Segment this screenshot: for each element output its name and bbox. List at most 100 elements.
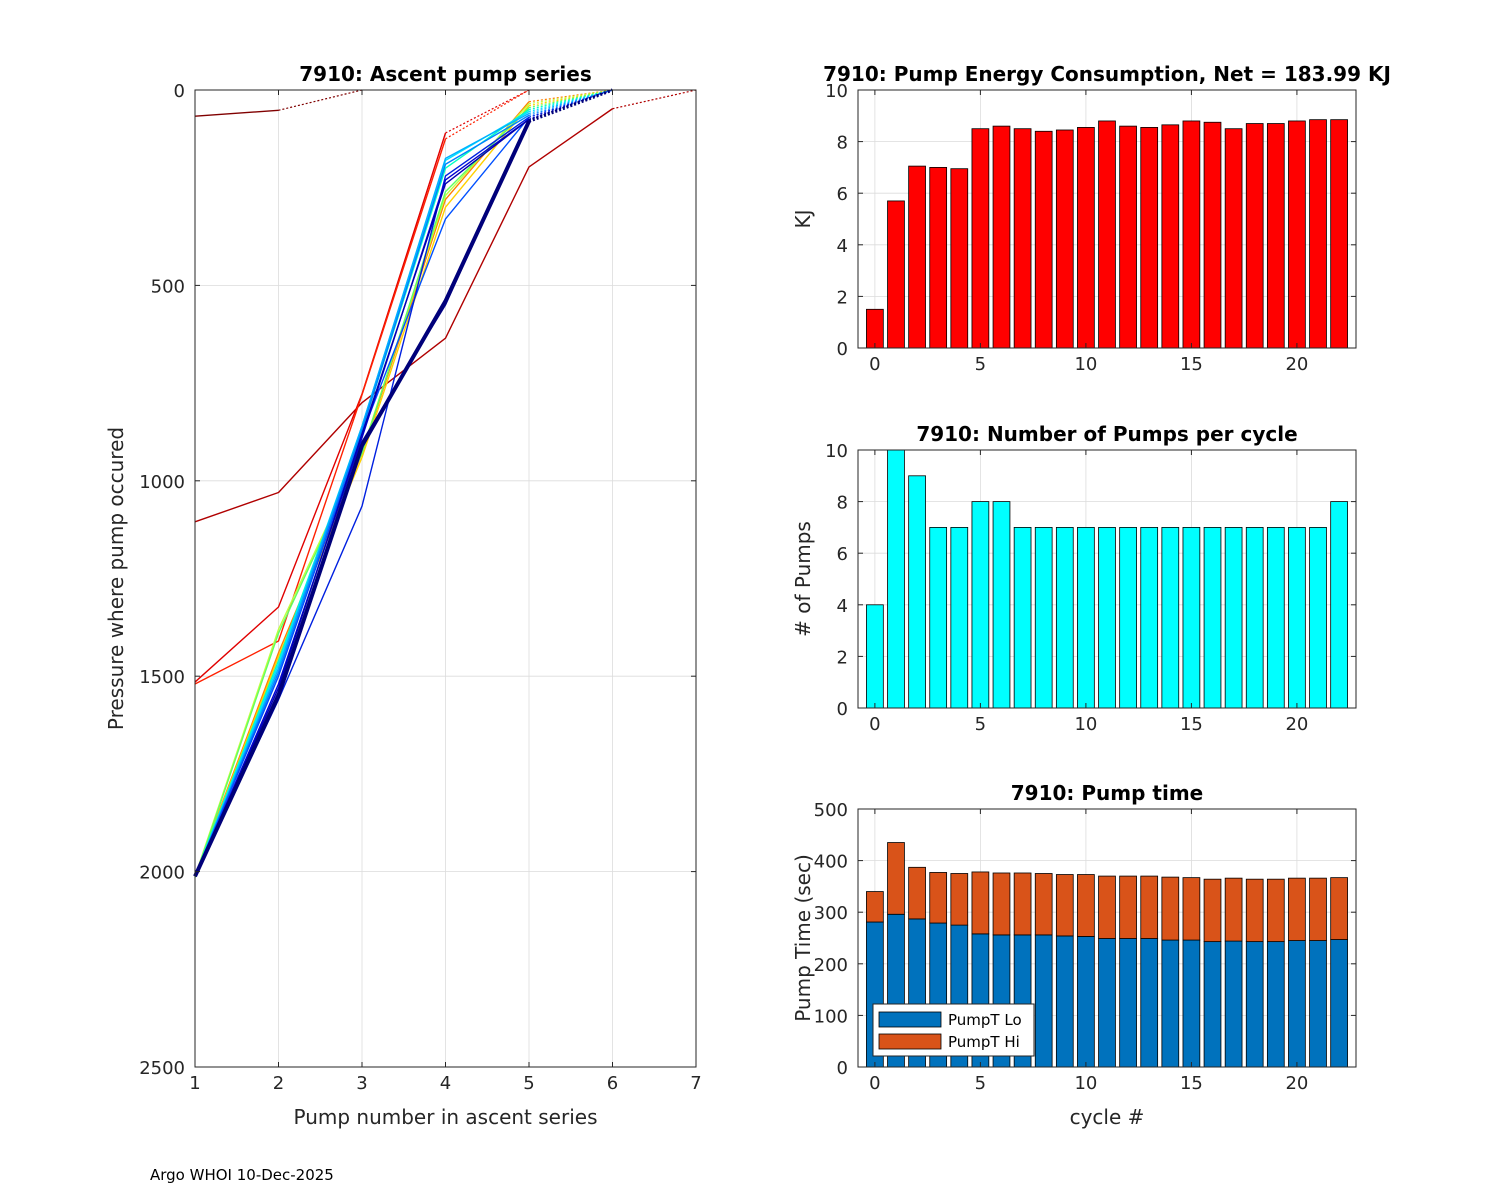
bar: [1140, 527, 1159, 709]
x-tick-label: 6: [607, 1073, 618, 1094]
bar: [1330, 501, 1348, 709]
bar: [1224, 527, 1243, 709]
ascent-series-line: [194, 107, 530, 878]
bar: [992, 501, 1011, 709]
y-tick-label: 0: [837, 1058, 848, 1079]
bar-pumpt-lo: [1140, 938, 1159, 1068]
bar: [1182, 120, 1201, 349]
bar-pumpt-lo: [1330, 939, 1348, 1068]
x-tick-label: 4: [440, 1073, 451, 1094]
surface-extension-line: [528, 88, 614, 123]
bar: [866, 308, 884, 349]
bar-pumpt-hi: [866, 891, 884, 923]
bar-pumpt-lo: [1119, 938, 1137, 1068]
y-axis-label: Pump Time (sec): [791, 854, 815, 1022]
bar: [1309, 119, 1327, 349]
chart-title: 7910: Pump Energy Consumption, Net = 183…: [823, 62, 1391, 86]
y-tick-label: 8: [837, 133, 848, 154]
x-tick-label: 2: [273, 1073, 284, 1094]
bar-pumpt-hi: [1034, 873, 1053, 936]
bar-pumpt-hi: [1203, 878, 1222, 943]
x-tick-label: 15: [1180, 714, 1203, 735]
y-tick-label: 0: [837, 699, 848, 720]
bar: [992, 125, 1011, 349]
ascent-series-line: [194, 109, 279, 117]
x-tick-label: 20: [1285, 714, 1308, 735]
bar-pumpt-lo: [1055, 935, 1074, 1068]
bar: [1055, 129, 1074, 349]
bar-pumpt-hi: [1077, 874, 1095, 937]
x-tick-label: 5: [975, 714, 986, 735]
bar-pumpt-lo: [1098, 938, 1116, 1068]
bar: [1119, 527, 1137, 709]
axes-frame: [857, 449, 1357, 709]
bar: [1098, 527, 1116, 709]
surface-extension-line: [278, 89, 363, 111]
x-tick-label: 10: [1074, 354, 1097, 375]
bar: [1245, 123, 1264, 349]
ascent-series-line: [194, 112, 530, 877]
bar: [1288, 527, 1306, 709]
bar-pumpt-lo: [1288, 940, 1306, 1068]
bar: [1288, 120, 1306, 349]
bar: [1077, 127, 1095, 349]
bar: [866, 604, 884, 709]
ascent-series-line: [194, 118, 530, 877]
x-tick-label: 0: [869, 1073, 880, 1094]
chart-title: 7910: Pump time: [1011, 781, 1203, 805]
y-axis-label: KJ: [791, 209, 815, 228]
surface-extension-line: [612, 89, 697, 110]
bar: [1203, 121, 1222, 349]
bar: [1266, 527, 1285, 709]
ascent-series-line: [193, 120, 531, 878]
y-tick-label: 4: [837, 236, 848, 257]
bar: [1077, 527, 1095, 709]
bar: [1203, 527, 1222, 709]
bar: [1161, 124, 1180, 349]
bar: [1245, 527, 1264, 709]
x-tick-label: 5: [975, 354, 986, 375]
bar-pumpt-hi: [992, 872, 1011, 936]
y-tick-label: 200: [814, 955, 848, 976]
bar-pumpt-lo: [1245, 941, 1264, 1068]
y-tick-label: 4: [837, 596, 848, 617]
pumps-per-cycle-chart: 0 5 10 15 20 0 2 4 6 8 10 7910: Number of Pumps per…: [791, 422, 1357, 735]
ascent-series-line: [194, 138, 447, 685]
y-tick-label: 500: [151, 276, 185, 297]
y-tick-label: 100: [814, 1006, 848, 1027]
ascent-series-line: [194, 132, 447, 683]
legend-swatch: [878, 1011, 942, 1028]
bar-pumpt-lo: [1077, 936, 1095, 1068]
x-tick-label: 3: [356, 1073, 367, 1094]
x-tick-label: 5: [975, 1073, 986, 1094]
bar-pumpt-hi: [950, 873, 969, 926]
bar-pumpt-lo: [1034, 934, 1053, 1068]
bar: [1034, 527, 1053, 709]
bar-pumpt-hi: [1161, 876, 1180, 941]
bar: [1034, 130, 1053, 349]
bar: [1161, 527, 1180, 709]
ascent-pump-chart: 1 2 3 4 5 6 7 0 500 1000 1500 2000 2500 7910: Ascent …: [104, 62, 702, 1129]
bar: [1140, 127, 1159, 349]
x-tick-label: 5: [523, 1073, 534, 1094]
bar-pumpt-hi: [1266, 878, 1285, 943]
y-tick-label: 2: [837, 647, 848, 668]
x-tick-label: 1: [189, 1073, 200, 1094]
bar: [1182, 527, 1201, 709]
x-tick-label: 10: [1074, 1073, 1097, 1094]
bar: [971, 128, 990, 349]
y-axis-label: Pressure where pump occured: [104, 427, 128, 730]
axes-frame: [857, 89, 1357, 349]
bar-pumpt-hi: [1330, 877, 1348, 940]
bar: [1330, 119, 1348, 349]
y-tick-label: 6: [837, 544, 848, 565]
y-tick-label: 400: [814, 852, 848, 873]
bar-pumpt-hi: [908, 866, 926, 920]
x-tick-label: 15: [1180, 1073, 1203, 1094]
bar-pumpt-hi: [1182, 877, 1201, 941]
bars-group: [866, 119, 1348, 349]
x-tick-label: 20: [1285, 354, 1308, 375]
bar: [950, 527, 969, 709]
y-tick-label: 1000: [139, 472, 185, 493]
